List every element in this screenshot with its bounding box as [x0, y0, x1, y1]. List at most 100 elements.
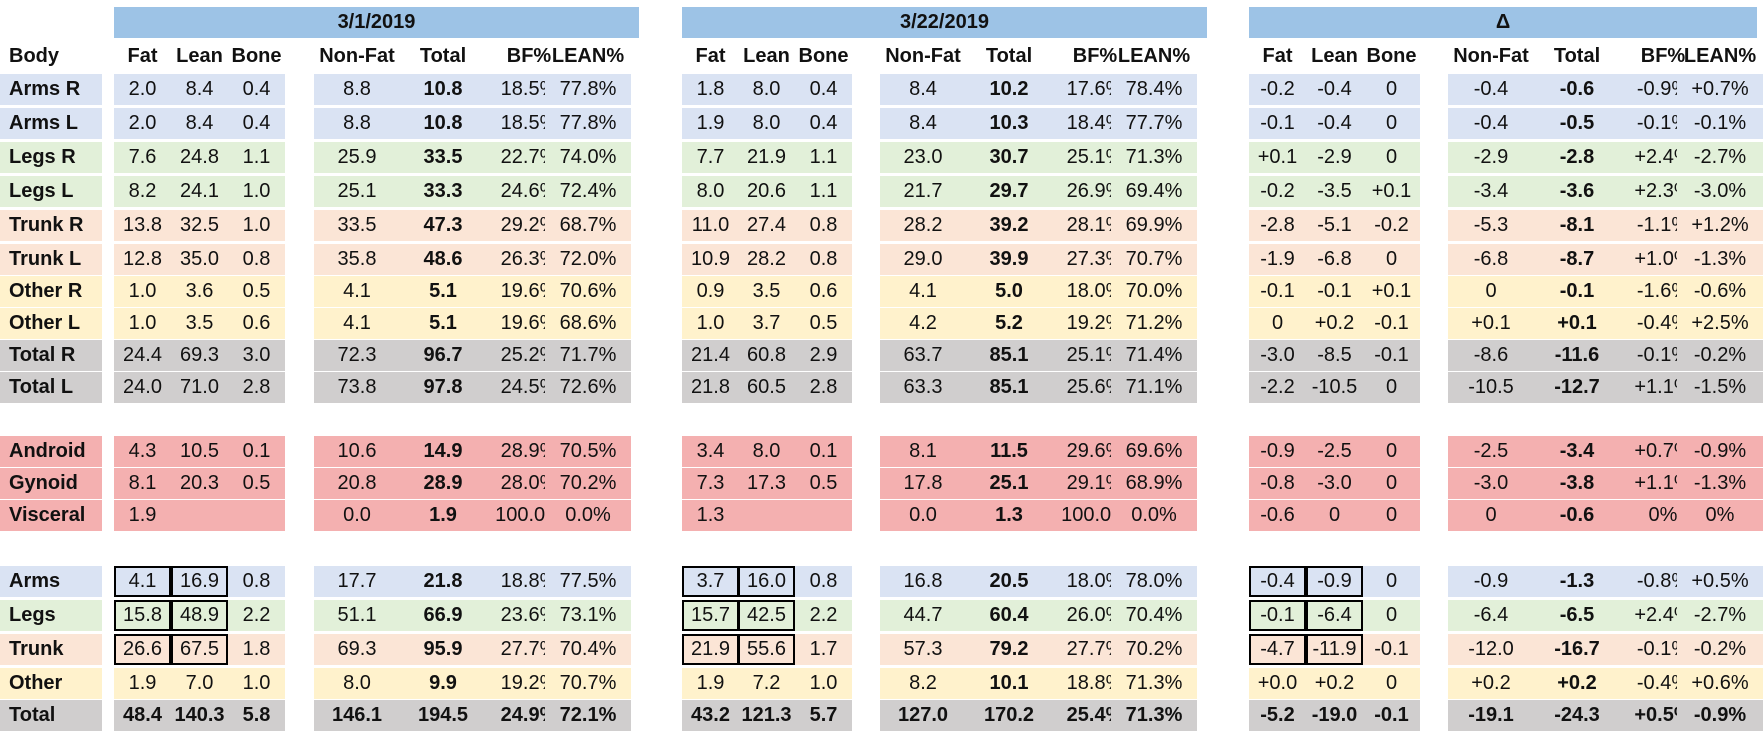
table-cell: 11.0 [682, 210, 739, 241]
table-cell: 55.6 [738, 634, 795, 665]
table-cell: 1.9 [682, 668, 739, 699]
table-cell: 17.3 [738, 468, 795, 499]
table-cell: 70.2% [1111, 634, 1197, 665]
table-cell: 1.0 [228, 668, 285, 699]
table-cell: 57.3 [880, 634, 966, 665]
table-cell: 78.4% [1111, 74, 1197, 105]
column-header-date2-2: Bone [798, 45, 849, 67]
table-cell: 33.5 [314, 210, 400, 241]
table-cell: 3.7 [738, 308, 795, 339]
table-cell: 28.9 [400, 468, 486, 499]
table-cell: 8.0 [738, 436, 795, 467]
table-cell: -2.5 [1306, 436, 1363, 467]
column-header-delta-3: Non-Fat [1453, 45, 1529, 67]
table-cell: 0 [1363, 500, 1420, 531]
table-cell: 71.7% [545, 340, 631, 371]
table-cell: 10.6 [314, 436, 400, 467]
table-cell: -0.4 [1306, 108, 1363, 139]
table-cell: 8.0 [738, 74, 795, 105]
table-cell: 4.1 [314, 308, 400, 339]
table-cell: 8.2 [880, 668, 966, 699]
table-cell: 1.1 [228, 142, 285, 173]
table-cell: -0.6 [1534, 74, 1620, 105]
table-cell: 79.2 [966, 634, 1052, 665]
table-cell: 8.0 [682, 176, 739, 207]
table-cell: -3.8 [1534, 468, 1620, 499]
table-cell: +0.6% [1677, 668, 1763, 699]
table-cell: 0.5 [795, 308, 852, 339]
table-cell: -10.5 [1448, 372, 1534, 403]
table-cell: 24.0 [114, 372, 171, 403]
table-cell: -16.7 [1534, 634, 1620, 665]
table-cell: 0.0% [545, 500, 631, 531]
row-label-background [0, 634, 102, 665]
table-cell: 15.8 [114, 600, 171, 631]
table-cell: 140.3 [171, 700, 228, 731]
table-cell: 10.3 [966, 108, 1052, 139]
table-cell: 0% [1677, 500, 1763, 531]
table-cell: 5.2 [966, 308, 1052, 339]
table-cell: -0.9% [1677, 700, 1763, 731]
row-label-background [0, 340, 102, 371]
table-cell: +0.5% [1677, 566, 1763, 597]
table-cell: 33.5 [400, 142, 486, 173]
table-cell: 95.9 [400, 634, 486, 665]
row-label: Total L [9, 376, 74, 398]
table-cell: -12.7 [1534, 372, 1620, 403]
table-cell: 43.2 [682, 700, 739, 731]
table-cell: -0.1 [1306, 276, 1363, 307]
table-cell: -0.1 [1534, 276, 1620, 307]
table-cell: 13.8 [114, 210, 171, 241]
table-cell: -3.5 [1306, 176, 1363, 207]
table-cell: 70.6% [545, 276, 631, 307]
table-cell: -3.0 [1306, 468, 1363, 499]
table-cell: 0.5 [228, 468, 285, 499]
table-cell: 0 [1306, 500, 1363, 531]
table-cell: -3.0 [1249, 340, 1306, 371]
table-cell: 10.1 [966, 668, 1052, 699]
table-cell: 1.9 [400, 500, 486, 531]
row-label-background [0, 276, 102, 307]
table-cell: 25.9 [314, 142, 400, 173]
row-label-background [0, 108, 102, 139]
row-label: Trunk R [9, 214, 84, 236]
table-cell [738, 500, 795, 531]
table-cell: 2.2 [228, 600, 285, 631]
table-cell: -0.2 [1363, 210, 1420, 241]
table-cell: 5.1 [400, 276, 486, 307]
table-cell: -0.4 [1306, 74, 1363, 105]
table-cell: 12.8 [114, 244, 171, 275]
table-cell: -6.8 [1448, 244, 1534, 275]
column-header-date1-0: Fat [127, 45, 158, 67]
table-cell: 0.8 [795, 244, 852, 275]
table-cell: -0.4 [1249, 566, 1306, 597]
table-cell: 0 [1363, 600, 1420, 631]
table-cell: 8.4 [171, 74, 228, 105]
table-cell: -1.3% [1677, 244, 1763, 275]
table-cell: 1.3 [966, 500, 1052, 531]
table-cell: -5.2 [1249, 700, 1306, 731]
table-cell [795, 500, 852, 531]
table-cell: -8.6 [1448, 340, 1534, 371]
table-cell: 2.9 [795, 340, 852, 371]
table-cell: -6.4 [1448, 600, 1534, 631]
row-label-background [0, 600, 102, 631]
table-cell: 39.2 [966, 210, 1052, 241]
table-cell: 8.8 [314, 108, 400, 139]
table-cell: 66.9 [400, 600, 486, 631]
table-cell: +0.0 [1249, 668, 1306, 699]
row-label-background [0, 436, 102, 467]
table-cell: -5.1 [1306, 210, 1363, 241]
table-cell: +0.2 [1534, 668, 1620, 699]
table-cell: 28.2 [738, 244, 795, 275]
table-cell: 70.4% [545, 634, 631, 665]
table-cell: -0.2% [1677, 340, 1763, 371]
table-cell: 20.3 [171, 468, 228, 499]
table-cell: 4.3 [114, 436, 171, 467]
row-label: Legs [9, 604, 56, 626]
table-cell: 2.2 [795, 600, 852, 631]
table-cell: 1.8 [682, 74, 739, 105]
table-cell: 0.0 [314, 500, 400, 531]
table-cell: +0.1 [1448, 308, 1534, 339]
table-cell: 3.5 [738, 276, 795, 307]
